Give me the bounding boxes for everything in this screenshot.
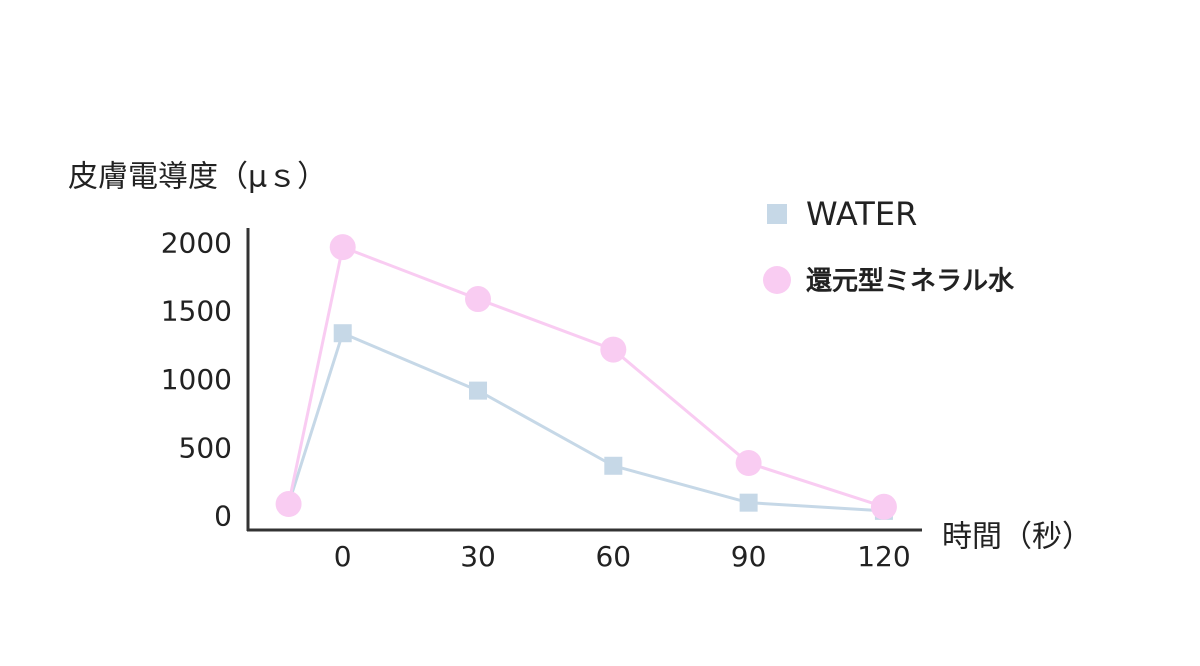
x-tick-label: 60 bbox=[595, 540, 631, 573]
series-line bbox=[287, 245, 885, 509]
x-axis-title: 時間（秒） bbox=[942, 520, 1092, 555]
legend-marker bbox=[767, 204, 787, 224]
marker bbox=[739, 493, 758, 512]
y-tick-label: 1000 bbox=[161, 363, 232, 396]
x-tick-label: 0 bbox=[334, 540, 352, 573]
marker bbox=[604, 456, 623, 475]
marker bbox=[329, 234, 356, 261]
marker bbox=[469, 381, 488, 400]
y-axis-title: 皮膚電導度（μｓ） bbox=[68, 160, 327, 195]
marker bbox=[275, 491, 302, 518]
marker bbox=[600, 336, 627, 363]
marker bbox=[870, 493, 897, 520]
y-tick-label: 500 bbox=[179, 431, 232, 464]
marker bbox=[465, 286, 492, 313]
legend-label: WATER bbox=[806, 195, 917, 233]
y-tick-label: 1500 bbox=[161, 295, 232, 328]
legend-marker bbox=[763, 266, 791, 294]
y-tick-label: 2000 bbox=[161, 226, 232, 259]
series-line bbox=[287, 331, 885, 513]
y-tick-label: 0 bbox=[214, 500, 232, 533]
x-tick-label: 120 bbox=[857, 540, 910, 573]
x-tick-label: 30 bbox=[460, 540, 496, 573]
legend-label: 還元型ミネラル水 bbox=[806, 267, 1015, 297]
x-tick-label: 90 bbox=[731, 540, 767, 573]
marker bbox=[735, 450, 762, 477]
marker bbox=[333, 324, 352, 343]
